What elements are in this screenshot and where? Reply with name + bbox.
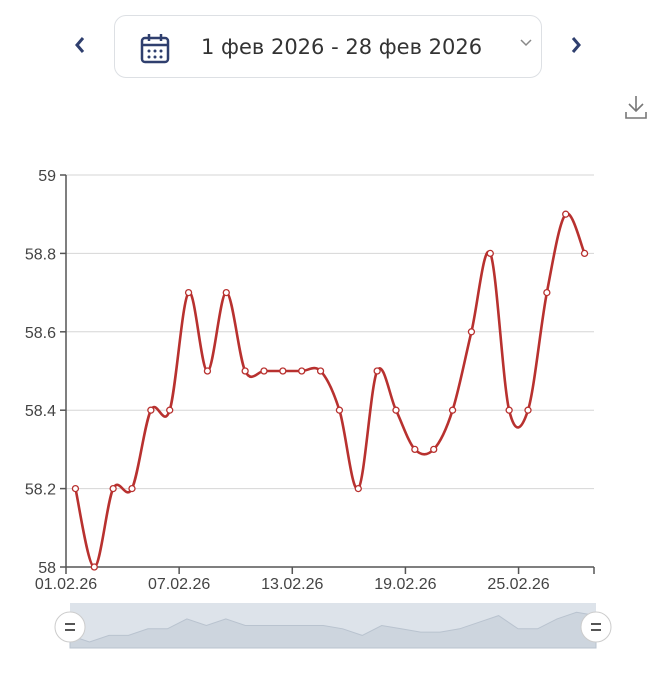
data-point <box>411 445 419 454</box>
data-point <box>392 406 400 414</box>
calendar-icon <box>140 34 170 64</box>
data-point <box>580 249 589 258</box>
data-point <box>316 367 325 375</box>
y-tick-label: 58.4 <box>25 403 56 420</box>
data-point <box>166 406 174 414</box>
data-point <box>184 288 193 297</box>
data-point <box>354 484 362 493</box>
data-point <box>71 484 80 493</box>
zoom-handle-right[interactable] <box>580 611 612 643</box>
handle-knob <box>580 611 612 643</box>
handle-knob <box>54 611 86 643</box>
x-tick-label: 13.02.26 <box>261 576 323 593</box>
series-line <box>74 212 586 569</box>
y-tick-label: 59 <box>38 168 56 185</box>
data-point <box>562 210 570 218</box>
download-icon <box>625 96 647 119</box>
data-point <box>128 484 136 493</box>
data-point <box>335 406 344 414</box>
next-period-button[interactable] <box>568 33 584 64</box>
x-tick-label: 01.02.26 <box>35 576 97 593</box>
data-point <box>430 445 438 454</box>
chevron-right-icon <box>571 37 581 53</box>
data-point <box>298 367 306 375</box>
data-point <box>241 367 249 375</box>
data-point <box>203 367 212 375</box>
download-button[interactable] <box>624 94 648 125</box>
zoom-preview-area <box>69 611 597 649</box>
data-point <box>543 288 551 297</box>
data-point <box>505 406 513 414</box>
data-point <box>279 367 287 375</box>
chevron-down-icon <box>520 39 532 47</box>
y-tick-label: 58 <box>38 560 56 577</box>
x-tick-label: 19.02.26 <box>374 576 436 593</box>
chevron-left-icon <box>75 37 85 53</box>
data-point <box>467 328 476 336</box>
data-point <box>448 406 457 414</box>
y-tick-label: 58.2 <box>25 482 56 499</box>
data-point <box>147 406 155 414</box>
data-point <box>486 249 494 258</box>
data-point <box>109 484 117 493</box>
x-tick-label: 07.02.26 <box>148 576 210 593</box>
zoom-handle-left[interactable] <box>54 611 86 643</box>
data-point <box>222 288 230 297</box>
date-range-label: 1 фев 2026 - 28 фев 2026 <box>201 35 483 59</box>
data-point <box>524 406 532 414</box>
data-point <box>373 367 381 375</box>
data-point <box>90 563 98 571</box>
y-tick-label: 58.6 <box>25 325 56 342</box>
x-tick-label: 25.02.26 <box>487 576 549 593</box>
data-point <box>260 367 268 375</box>
y-tick-label: 58.8 <box>25 246 56 263</box>
prev-period-button[interactable] <box>72 33 88 64</box>
data-zoom-slider[interactable] <box>54 603 612 649</box>
date-range-picker[interactable]: 1 фев 2026 - 28 фев 2026 <box>114 15 542 78</box>
